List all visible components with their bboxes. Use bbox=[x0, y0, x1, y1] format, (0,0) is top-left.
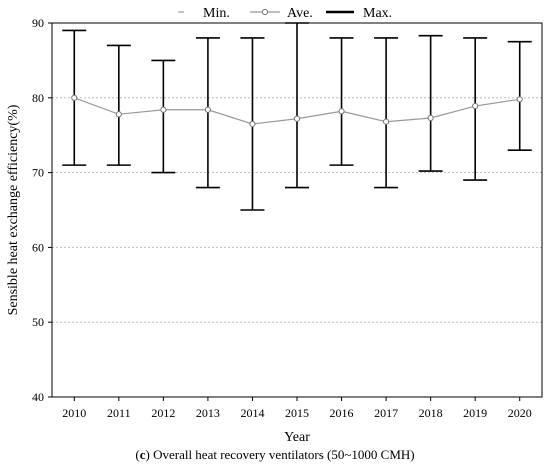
x-tick-label-2014: 2014 bbox=[240, 406, 264, 420]
figure-caption: (c) Overall heat recovery ventilators (5… bbox=[135, 447, 415, 462]
average-point-2019 bbox=[472, 102, 479, 110]
average-point-2010 bbox=[71, 94, 78, 101]
caption-label: c bbox=[139, 447, 146, 462]
average-point-2015 bbox=[293, 115, 301, 122]
x-tick-label-2015: 2015 bbox=[285, 406, 309, 420]
x-tick-label-2017: 2017 bbox=[374, 406, 398, 420]
legend-ave-label: Ave. bbox=[287, 6, 313, 21]
x-tick-label-2012: 2012 bbox=[151, 406, 175, 420]
y-tick-label-50: 50 bbox=[32, 315, 44, 329]
x-axis-label: Year bbox=[284, 430, 310, 445]
y-tick-label-80: 80 bbox=[32, 91, 44, 105]
y-tick-label-90: 90 bbox=[32, 16, 44, 30]
average-point-2016 bbox=[338, 108, 345, 115]
average-point-2018 bbox=[427, 114, 434, 122]
x-tick-label-2020: 2020 bbox=[508, 406, 532, 420]
average-point-2012 bbox=[160, 106, 167, 113]
average-point-2017 bbox=[382, 118, 390, 125]
legend-ave-marker bbox=[261, 8, 269, 16]
caption-text: Overall heat recovery ventilators (50~10… bbox=[149, 447, 415, 462]
x-tick-label-2019: 2019 bbox=[463, 406, 487, 420]
legend-max-label: Max. bbox=[363, 6, 392, 21]
average-point-2013 bbox=[204, 106, 212, 113]
average-point-2011 bbox=[115, 111, 122, 118]
average-point-2020 bbox=[516, 96, 523, 103]
x-tick-label-2011: 2011 bbox=[107, 406, 131, 420]
average-point-2014 bbox=[249, 120, 256, 128]
x-tick-label-2016: 2016 bbox=[330, 406, 354, 420]
x-tick-label-2010: 2010 bbox=[62, 406, 86, 420]
y-tick-label-40: 40 bbox=[32, 390, 44, 404]
x-tick-label-2018: 2018 bbox=[419, 406, 443, 420]
y-axis-label: Sensible heat exchange efficiency(%) bbox=[6, 104, 21, 315]
legend-min-label: Min. bbox=[203, 6, 230, 21]
y-tick-label-70: 70 bbox=[32, 166, 44, 180]
x-tick-label-2013: 2013 bbox=[196, 406, 220, 420]
y-tick-label-60: 60 bbox=[32, 240, 44, 254]
